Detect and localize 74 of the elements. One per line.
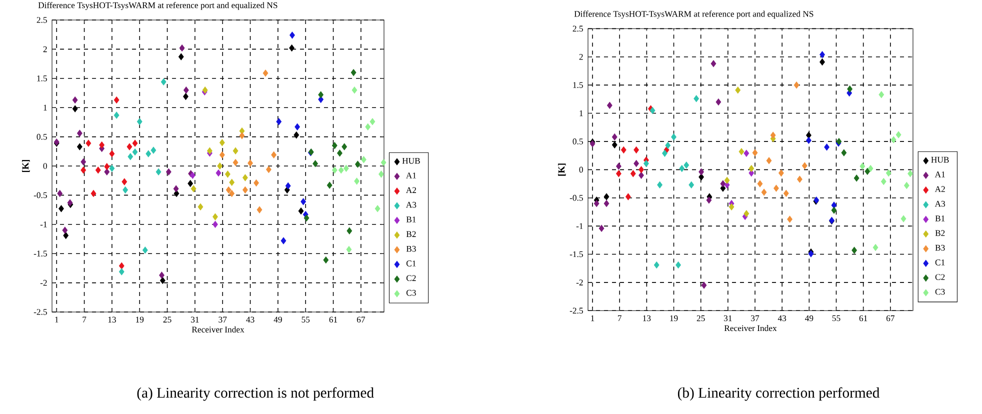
y-tick-label: -2: [40, 280, 47, 286]
y-tick-label: 0: [579, 166, 583, 173]
y-tick-label: -2.5: [570, 308, 583, 314]
y-tick-label: -1.5: [34, 250, 47, 257]
x-tick-label: 37: [218, 316, 227, 323]
x-tick-label: 7: [618, 315, 622, 322]
x-tick-label: 19: [670, 315, 678, 322]
legend-label: C2: [935, 274, 945, 280]
legend-label: B1: [935, 216, 945, 222]
x-tick-label: 1: [55, 316, 58, 322]
legend-label: HUB: [402, 158, 420, 164]
y-tick-label: 2: [43, 46, 47, 52]
legend-label: HUB: [931, 156, 949, 163]
y-tick-label: 1.5: [573, 82, 583, 88]
legend-label: A2: [934, 186, 945, 192]
x-tick-label: 55: [302, 316, 310, 322]
y-axis-title: [K]: [558, 164, 566, 176]
text: (b) Linearity correction performed: [678, 387, 880, 401]
x-tick-label: 13: [643, 315, 651, 322]
x-axis-title: Receiver Index: [192, 326, 244, 332]
chart-title: Difference TsysHOT-TsysWARM at reference port and equalized NS: [38, 2, 278, 10]
x-tick-label: 19: [136, 316, 144, 323]
y-tick-label: 1.5: [37, 75, 47, 82]
y-tick-label: 1: [44, 104, 47, 110]
y-tick-label: 2: [579, 54, 583, 60]
legend-label: C3: [406, 290, 416, 296]
x-tick-label: 31: [191, 316, 199, 323]
legend-label: B2: [935, 230, 945, 236]
y-tick-label: 1: [580, 110, 583, 116]
legend-label: C1: [935, 260, 945, 266]
x-tick-label: 1: [591, 315, 594, 322]
y-axis-title: [K]: [22, 160, 30, 172]
x-tick-label: 25: [163, 316, 172, 323]
y-tick-label: -0.5: [570, 194, 583, 201]
x-tick-label: 61: [329, 316, 338, 323]
x-tick-label: 13: [108, 316, 116, 323]
legend-label: A1: [406, 172, 416, 178]
x-tick-label: 31: [724, 315, 732, 322]
legend-label: B2: [406, 231, 416, 237]
x-tick-label: 37: [751, 315, 760, 322]
legend-label: C3: [935, 288, 945, 295]
legend-label: B3: [935, 244, 945, 251]
legend-label: C2: [406, 275, 416, 282]
x-tick-label: 67: [356, 316, 366, 323]
y-tick-label: 0.5: [36, 134, 47, 140]
x-axis-title: Receiver Index: [724, 325, 777, 332]
x-tick-label: 43: [778, 315, 786, 322]
legend-label: A1: [934, 172, 945, 178]
text: (a) Linearity correction is not performed: [137, 387, 374, 401]
legend-label: A2: [406, 187, 416, 193]
chart-title: Difference TsysHOT-TsysWARM at reference port and equalized NS: [574, 10, 814, 19]
legend-label: B1: [406, 216, 416, 222]
x-tick-label: 49: [274, 316, 282, 323]
y-tick-label: 0: [43, 163, 47, 169]
y-tick-label: -1: [40, 222, 47, 228]
x-tick-label: 43: [246, 316, 254, 323]
y-tick-label: 2.5: [36, 17, 47, 23]
y-tick-label: -1: [576, 223, 583, 229]
y-tick-label: -0.5: [34, 192, 47, 198]
y-tick-label: -2.5: [34, 309, 47, 315]
y-tick-label: 0.5: [572, 138, 583, 144]
x-tick-label: 61: [859, 315, 868, 322]
legend-label: A3: [406, 202, 416, 208]
y-tick-label: -2: [576, 280, 583, 286]
x-tick-label: 7: [82, 316, 86, 322]
x-tick-label: 67: [886, 315, 894, 322]
y-tick-label: 2.5: [572, 26, 583, 32]
x-tick-label: 49: [805, 315, 814, 322]
y-tick-label: -1.5: [570, 251, 583, 258]
x-tick-label: 55: [832, 315, 840, 322]
legend-label: B3: [406, 246, 416, 252]
legend-label: A3: [934, 200, 946, 207]
x-tick-label: 25: [696, 315, 705, 322]
legend-label: C1: [406, 260, 416, 266]
